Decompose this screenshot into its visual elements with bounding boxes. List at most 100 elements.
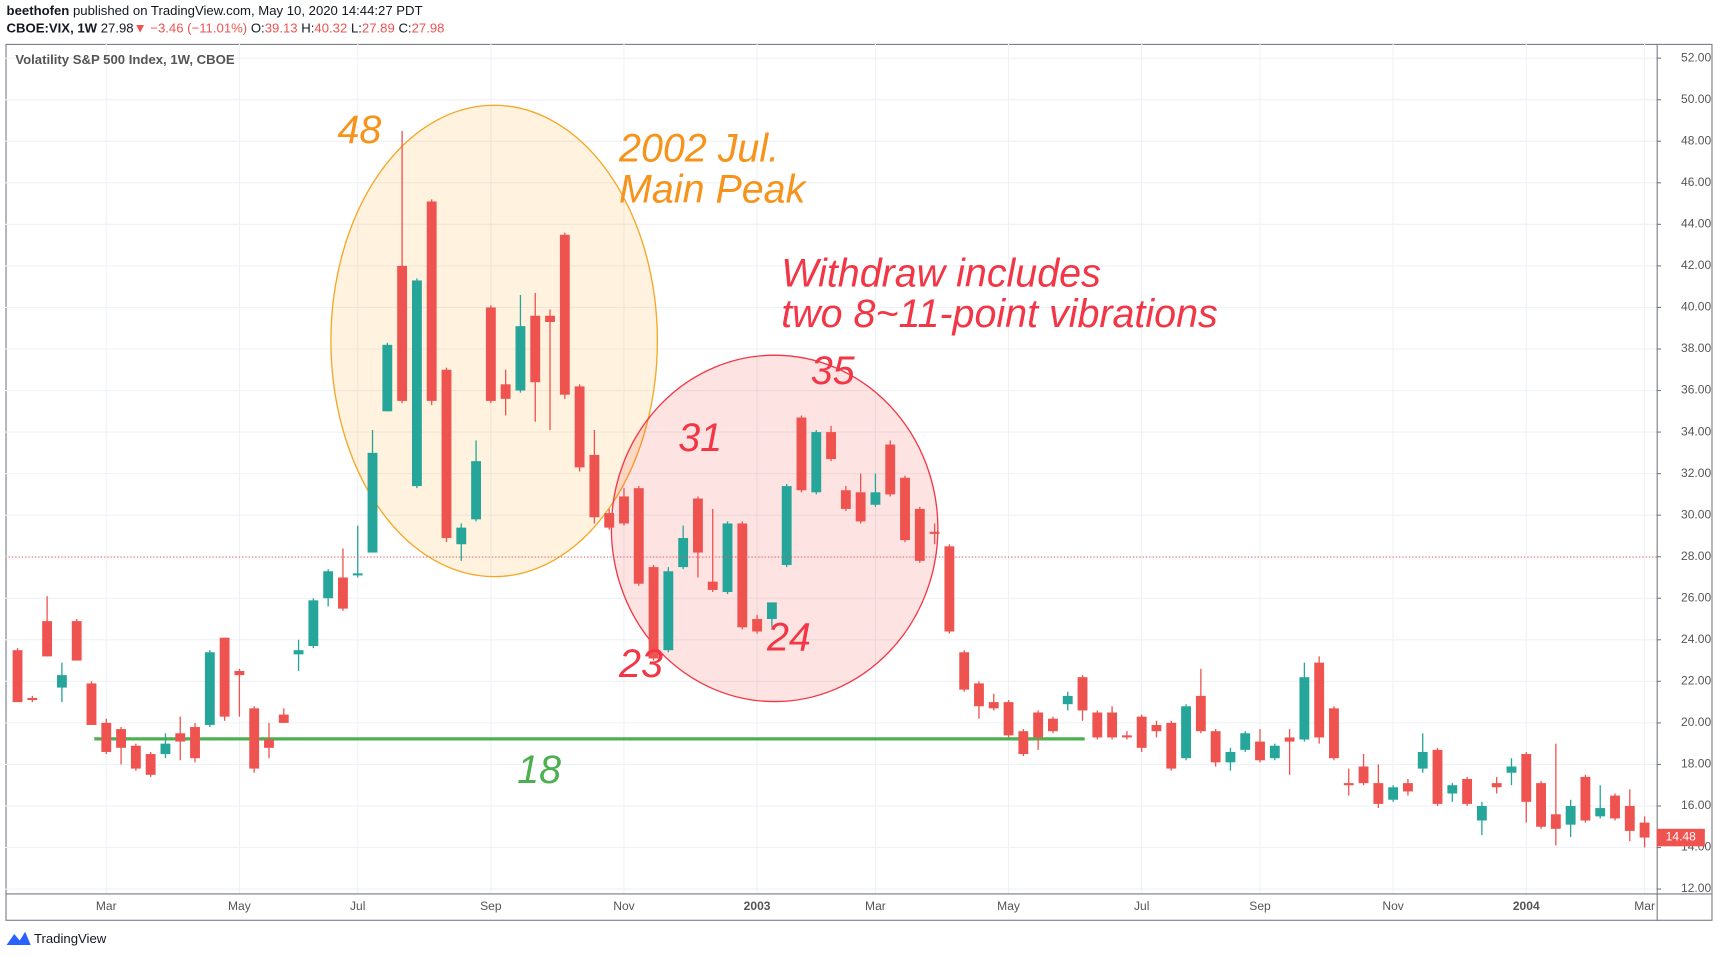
annotation: 35 xyxy=(811,349,856,393)
candle-body xyxy=(441,369,452,539)
candle-body xyxy=(116,729,127,748)
candle-body xyxy=(1240,733,1251,750)
candle-body xyxy=(1639,822,1650,838)
candle-body xyxy=(397,265,408,401)
annotation: 23 xyxy=(618,642,663,686)
candle-body xyxy=(293,650,304,655)
x-tick-label: 2003 xyxy=(744,899,771,913)
candle-body xyxy=(1225,751,1236,763)
x-tick-label: May xyxy=(228,899,251,913)
x-tick-label: Jul xyxy=(350,899,365,913)
ohlc-label: O: xyxy=(251,21,265,36)
arrow: ▼ xyxy=(134,21,147,36)
x-tick-label: Mar xyxy=(865,899,886,913)
candle-body xyxy=(86,683,97,725)
candle-body xyxy=(1521,754,1532,802)
candle-body xyxy=(1151,724,1162,732)
candle-body xyxy=(352,573,363,576)
candle-body xyxy=(589,454,600,518)
candle-body xyxy=(1506,766,1517,773)
candle-body xyxy=(1536,783,1546,827)
ohlc-value: 27.98 xyxy=(412,21,445,36)
candle-body xyxy=(604,513,615,528)
candle-body xyxy=(160,743,171,755)
candle-body xyxy=(71,621,82,661)
candle-body xyxy=(1388,787,1399,800)
candle-body xyxy=(1565,805,1576,825)
candle-body xyxy=(619,496,629,524)
y-tick-label: 22.00 xyxy=(1681,674,1711,688)
y-tick-label: 44.00 xyxy=(1681,217,1711,231)
candle-body xyxy=(1166,722,1177,769)
candle-body xyxy=(1003,702,1014,736)
y-tick-label: 18.00 xyxy=(1681,757,1711,771)
candle-body xyxy=(27,697,38,701)
candles xyxy=(5,130,1657,848)
candle-body xyxy=(1343,783,1354,786)
y-tick-label: 30.00 xyxy=(1681,507,1711,521)
candle-body xyxy=(545,315,555,322)
ohlc-label: H: xyxy=(301,21,314,36)
candle-body xyxy=(1624,805,1635,831)
annotation: two 8~11-point vibrations xyxy=(781,292,1218,336)
price: 27.98 xyxy=(101,21,134,36)
candle-body xyxy=(974,683,984,707)
candle-body xyxy=(308,600,319,647)
candle-body xyxy=(944,546,955,632)
candle-body xyxy=(485,307,496,401)
candle-body xyxy=(1269,745,1280,759)
y-tick-label: 52.00 xyxy=(1681,50,1711,64)
candle-body xyxy=(1062,695,1073,705)
y-tick-label: 20.00 xyxy=(1681,715,1711,729)
footer-logo xyxy=(6,931,31,945)
footer-brand: TradingView xyxy=(34,931,107,946)
candle-body xyxy=(1447,785,1458,794)
grid xyxy=(5,43,1657,894)
candle-body xyxy=(42,621,53,657)
candle-body xyxy=(456,527,467,545)
x-tick-label: Mar xyxy=(96,899,117,913)
candle-body xyxy=(648,567,659,659)
candle-body xyxy=(1491,783,1502,788)
y-tick-label: 40.00 xyxy=(1681,300,1711,314)
candle-body xyxy=(737,523,748,628)
y-tick-label: 28.00 xyxy=(1681,549,1711,563)
candle-body xyxy=(811,432,822,493)
candle-body xyxy=(323,571,334,599)
legend-title: Volatility S&P 500 Index, 1W, CBOE xyxy=(15,52,235,67)
ohlc-value: 40.32 xyxy=(314,21,347,36)
symbol-line: CBOE:VIX, 1W 27.98▼ −3.46 (−11.01%) O:39… xyxy=(7,21,445,36)
x-tick-label: Nov xyxy=(613,899,634,913)
candle-body xyxy=(1610,795,1620,819)
y-tick-label: 42.00 xyxy=(1681,258,1711,272)
x-tick-label: Nov xyxy=(1382,899,1403,913)
y-tick-label: 26.00 xyxy=(1681,590,1711,604)
candle-body xyxy=(1358,766,1369,784)
annotation: 24 xyxy=(766,616,811,660)
candle-body xyxy=(1550,814,1561,829)
candle-body xyxy=(1299,677,1310,740)
candle-body xyxy=(1417,751,1428,769)
author: beethofen xyxy=(7,4,70,19)
candle-body xyxy=(663,571,674,651)
candle-body xyxy=(1284,737,1295,742)
x-tick-label: Jul xyxy=(1134,899,1149,913)
candle-body xyxy=(234,670,245,676)
ohlc-label: L: xyxy=(351,21,362,36)
candle-body xyxy=(855,492,866,522)
candle-body xyxy=(500,384,511,399)
candle-body xyxy=(1077,677,1088,711)
y-tick-label: 48.00 xyxy=(1681,133,1711,147)
candle-body xyxy=(870,492,881,505)
ohlc-value: 39.13 xyxy=(265,21,298,36)
annotation: 31 xyxy=(678,416,722,460)
candle-body xyxy=(204,652,215,725)
candle-body xyxy=(885,444,896,495)
candle-body xyxy=(900,477,910,541)
x-tick-label: May xyxy=(997,899,1020,913)
candle-body xyxy=(1255,741,1265,761)
candle-body xyxy=(796,417,807,491)
candle-body xyxy=(1462,778,1473,804)
candle-body xyxy=(914,508,925,561)
